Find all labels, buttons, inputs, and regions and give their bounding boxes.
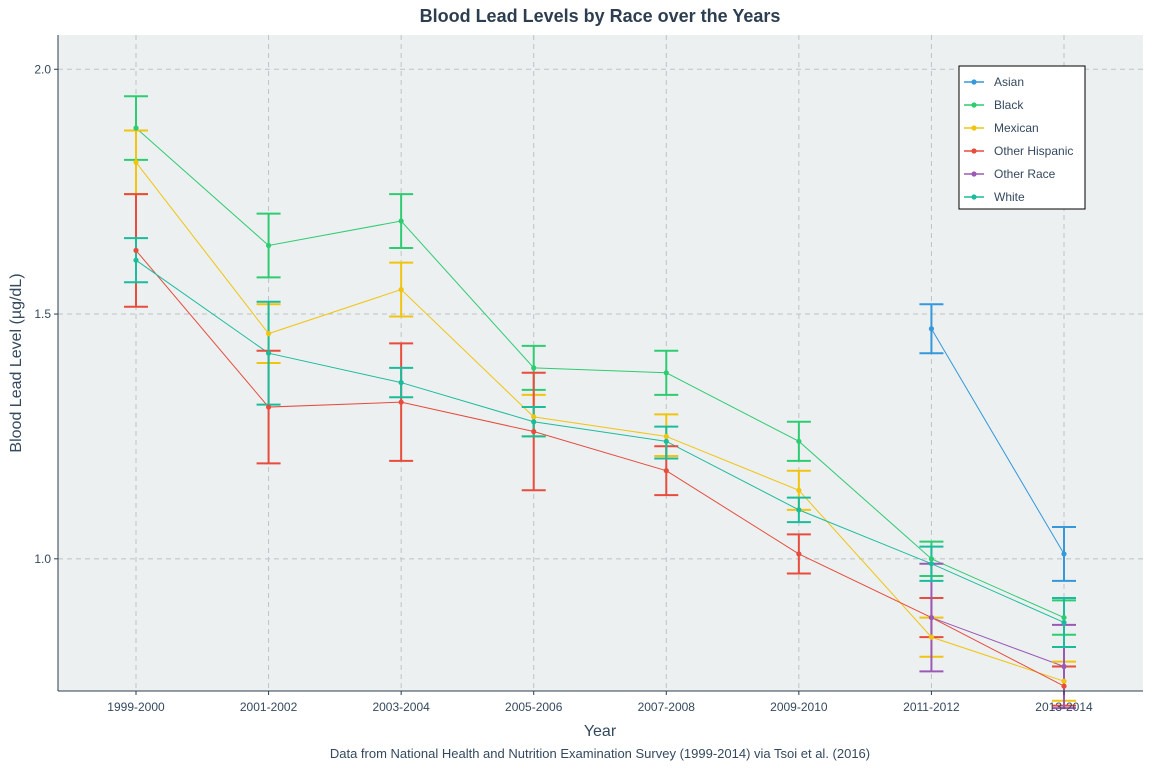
legend-label: Other Race bbox=[994, 167, 1056, 181]
data-point-black bbox=[398, 218, 404, 224]
legend-box bbox=[958, 65, 1086, 210]
x-tick-label: 2001-2002 bbox=[240, 700, 298, 714]
series-line-mexican bbox=[135, 161, 1065, 682]
series-line-black bbox=[135, 127, 1065, 619]
data-point-mexican bbox=[398, 286, 404, 293]
legend-label: Mexican bbox=[994, 121, 1039, 135]
data-point-mexican bbox=[1061, 678, 1067, 684]
y-tick-label: 1.5 bbox=[34, 307, 51, 321]
data-point-other-hispanic bbox=[133, 247, 139, 254]
series-group bbox=[124, 95, 1076, 710]
data-point-asian bbox=[928, 326, 935, 332]
legend-label: White bbox=[994, 190, 1025, 204]
legend-item-black: Black bbox=[964, 98, 1024, 112]
data-point-other-hispanic bbox=[531, 428, 537, 435]
x-tick-label: 2005-2006 bbox=[505, 700, 563, 714]
data-point-asian bbox=[1061, 551, 1067, 557]
data-point-white bbox=[133, 257, 139, 263]
data-point-white bbox=[265, 350, 272, 356]
legend: Asian Black Mexican Other Hispanic Other Rac… bbox=[958, 65, 1086, 210]
data-point-mexican bbox=[133, 159, 139, 165]
data-point-other-hispanic bbox=[265, 404, 272, 410]
x-tick-label: 2007-2008 bbox=[638, 700, 696, 714]
legend-swatch-point bbox=[971, 102, 977, 108]
data-point-white bbox=[796, 507, 802, 513]
data-point-other-race bbox=[928, 614, 935, 621]
data-point-mexican bbox=[663, 433, 669, 440]
data-point-black bbox=[663, 370, 669, 376]
legend-item-other-race: Other Race bbox=[964, 167, 1056, 181]
data-point-mexican bbox=[265, 331, 272, 337]
series-line-other-race bbox=[931, 617, 1065, 667]
legend-swatch-point bbox=[971, 171, 977, 177]
series-lines bbox=[135, 127, 1065, 687]
x-tick-label: 2009-2010 bbox=[770, 700, 828, 714]
data-point-black bbox=[1061, 614, 1067, 621]
caption: Data from National Health and Nutrition … bbox=[330, 746, 870, 761]
x-tick-label: 2011-2012 bbox=[903, 700, 960, 714]
legend-item-asian: Asian bbox=[964, 75, 1024, 89]
legend-label: Asian bbox=[994, 75, 1024, 89]
series-line-other-hispanic bbox=[135, 250, 1065, 687]
data-point-mexican bbox=[531, 414, 537, 420]
y-tick-label: 1.0 bbox=[34, 552, 51, 566]
data-point-white bbox=[531, 419, 537, 425]
data-point-other-race bbox=[1061, 663, 1067, 670]
data-point-white bbox=[1061, 619, 1067, 626]
legend-item-white: White bbox=[964, 190, 1025, 204]
data-point-other-hispanic bbox=[663, 468, 669, 474]
x-tick-label: 1999-2000 bbox=[107, 700, 165, 714]
x-ticks: 1999-2000 2001-2002 2003-2004 2005-2006 2007… bbox=[107, 691, 1093, 714]
data-point-white bbox=[928, 561, 935, 567]
data-point-mexican bbox=[928, 634, 935, 640]
y-tick-label: 2.0 bbox=[34, 62, 51, 76]
legend-swatch-point bbox=[971, 148, 977, 154]
y-ticks: 1.0 1.5 2.0 bbox=[34, 62, 58, 566]
legend-item-other-hispanic: Other Hispanic bbox=[964, 144, 1073, 158]
legend-label: Black bbox=[994, 98, 1024, 112]
series-line-asian bbox=[930, 328, 1065, 555]
data-point-black bbox=[796, 438, 802, 444]
y-axis-title: Blood Lead Level (µg/dL) bbox=[8, 273, 25, 452]
legend-label: Other Hispanic bbox=[994, 144, 1073, 158]
data-point-other-hispanic bbox=[1061, 683, 1067, 689]
series-line-white bbox=[135, 259, 1065, 623]
data-point-other-hispanic bbox=[796, 551, 802, 557]
data-point-other-hispanic bbox=[398, 399, 404, 405]
chart-title: Blood Lead Levels by Race over the Years bbox=[420, 6, 781, 26]
legend-swatch-point bbox=[971, 79, 977, 85]
data-point-black bbox=[133, 125, 139, 131]
x-axis-title: Year bbox=[584, 723, 617, 740]
x-tick-label: 2003-2004 bbox=[372, 700, 430, 714]
series-points bbox=[133, 125, 1067, 689]
legend-item-mexican: Mexican bbox=[964, 121, 1039, 135]
data-point-mexican bbox=[796, 487, 802, 493]
data-point-white bbox=[663, 438, 669, 444]
x-tick-label: 2013-2014 bbox=[1035, 700, 1093, 714]
data-point-white bbox=[398, 379, 404, 386]
legend-swatch-point bbox=[971, 194, 977, 200]
data-point-black bbox=[928, 556, 935, 562]
data-point-black bbox=[531, 365, 537, 371]
legend-swatch-point bbox=[971, 125, 977, 131]
data-point-black bbox=[265, 242, 272, 249]
